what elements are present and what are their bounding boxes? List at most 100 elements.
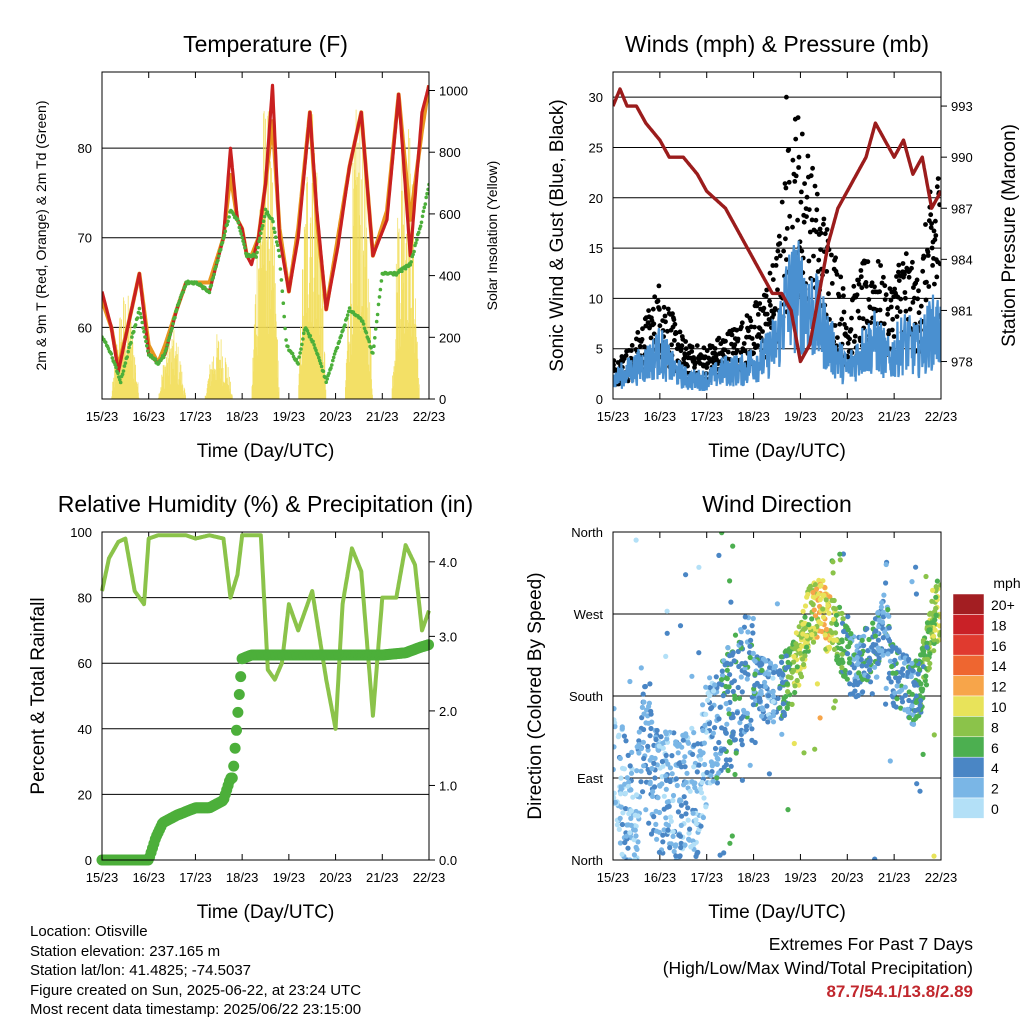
direction-point — [647, 733, 653, 739]
gust-point — [792, 179, 798, 184]
y2-axis-label: Station Pressure (Maroon) — [999, 124, 1020, 347]
direction-point — [831, 705, 837, 711]
plot-area — [102, 83, 429, 399]
direction-point — [663, 773, 669, 779]
direction-point — [750, 630, 756, 636]
gust-point — [935, 176, 941, 182]
y-axis-label: 2m & 9m T (Red, Orange) & 2m Td (Green) — [33, 101, 49, 371]
td-point — [166, 338, 171, 343]
td-point — [420, 214, 425, 219]
direction-point — [750, 702, 757, 708]
y-tick-label: 0 — [85, 853, 92, 868]
td-point — [274, 235, 278, 239]
gust-point — [847, 336, 852, 342]
gust-point — [903, 251, 909, 257]
direction-point — [680, 737, 686, 743]
gust-point — [818, 247, 823, 253]
td-point — [256, 245, 260, 250]
direction-point — [747, 654, 753, 661]
direction-point — [628, 808, 634, 814]
gust-point — [856, 277, 861, 283]
direction-point — [850, 691, 856, 697]
direction-point — [739, 777, 746, 783]
gust-point — [915, 296, 920, 302]
legend-label: 8 — [991, 719, 999, 735]
gust-point — [887, 286, 893, 291]
td-point — [240, 235, 244, 240]
gust-point — [888, 304, 894, 310]
y-tick-label: 60 — [78, 320, 92, 335]
td-point — [235, 217, 240, 221]
direction-point — [677, 853, 683, 859]
direction-point — [738, 715, 745, 722]
direction-point — [892, 690, 898, 696]
gust-point — [673, 330, 679, 336]
direction-point — [847, 656, 853, 662]
y-tick-label: 70 — [78, 231, 92, 246]
direction-point — [742, 614, 748, 620]
direction-point — [929, 611, 935, 617]
direction-point — [742, 670, 748, 676]
direction-point — [739, 742, 745, 748]
td-point — [412, 249, 416, 254]
direction-point — [649, 765, 655, 772]
td-point — [374, 319, 379, 324]
elevation-text: Station elevation: 237.165 m — [30, 942, 221, 960]
direction-point — [847, 670, 853, 676]
gust-point — [937, 202, 941, 208]
direction-point — [623, 833, 630, 839]
x-tick-label: 22/23 — [925, 409, 958, 424]
direction-point — [651, 814, 657, 820]
td-point — [174, 307, 179, 312]
precip-point — [228, 760, 240, 772]
gust-point — [888, 297, 894, 303]
td-point — [297, 355, 301, 359]
gust-point — [799, 248, 805, 254]
gust-point — [826, 291, 831, 297]
gust-point — [909, 265, 914, 271]
gust-point — [898, 296, 904, 302]
td-point — [371, 351, 375, 355]
td-point — [141, 326, 145, 330]
direction-point — [686, 836, 692, 842]
direction-point — [687, 788, 693, 794]
td-point — [243, 246, 247, 250]
direction-point — [785, 664, 791, 670]
direction-point — [812, 746, 818, 752]
direction-point — [677, 833, 684, 839]
direction-point — [785, 807, 791, 813]
x-axis-label: Time (Day/UTC) — [197, 902, 335, 923]
td-point — [113, 362, 117, 367]
direction-point — [663, 786, 669, 792]
direction-point — [902, 707, 908, 713]
direction-point — [685, 805, 691, 811]
td-point — [422, 205, 427, 210]
direction-point — [882, 629, 888, 635]
direction-point — [689, 673, 695, 679]
direction-point — [756, 698, 763, 705]
gust-point — [786, 179, 792, 185]
td-point — [361, 322, 366, 326]
td-point — [177, 299, 182, 303]
direction-point — [911, 679, 917, 686]
gust-point — [858, 274, 864, 280]
direction-point — [840, 616, 846, 622]
direction-point — [914, 714, 920, 720]
td-point — [367, 339, 372, 344]
gust-point — [665, 306, 671, 312]
gust-point — [885, 311, 890, 317]
direction-point — [633, 823, 639, 829]
direction-point — [770, 675, 776, 681]
direction-point — [641, 699, 647, 705]
direction-point — [841, 673, 847, 679]
gust-point — [878, 263, 883, 268]
direction-point — [647, 781, 653, 787]
direction-point — [724, 721, 730, 727]
direction-point — [906, 715, 913, 721]
direction-point — [815, 591, 821, 597]
gust-point — [855, 308, 861, 314]
direction-point — [696, 650, 702, 656]
direction-point — [726, 707, 732, 713]
direction-point — [654, 836, 660, 842]
td-point — [114, 365, 118, 370]
